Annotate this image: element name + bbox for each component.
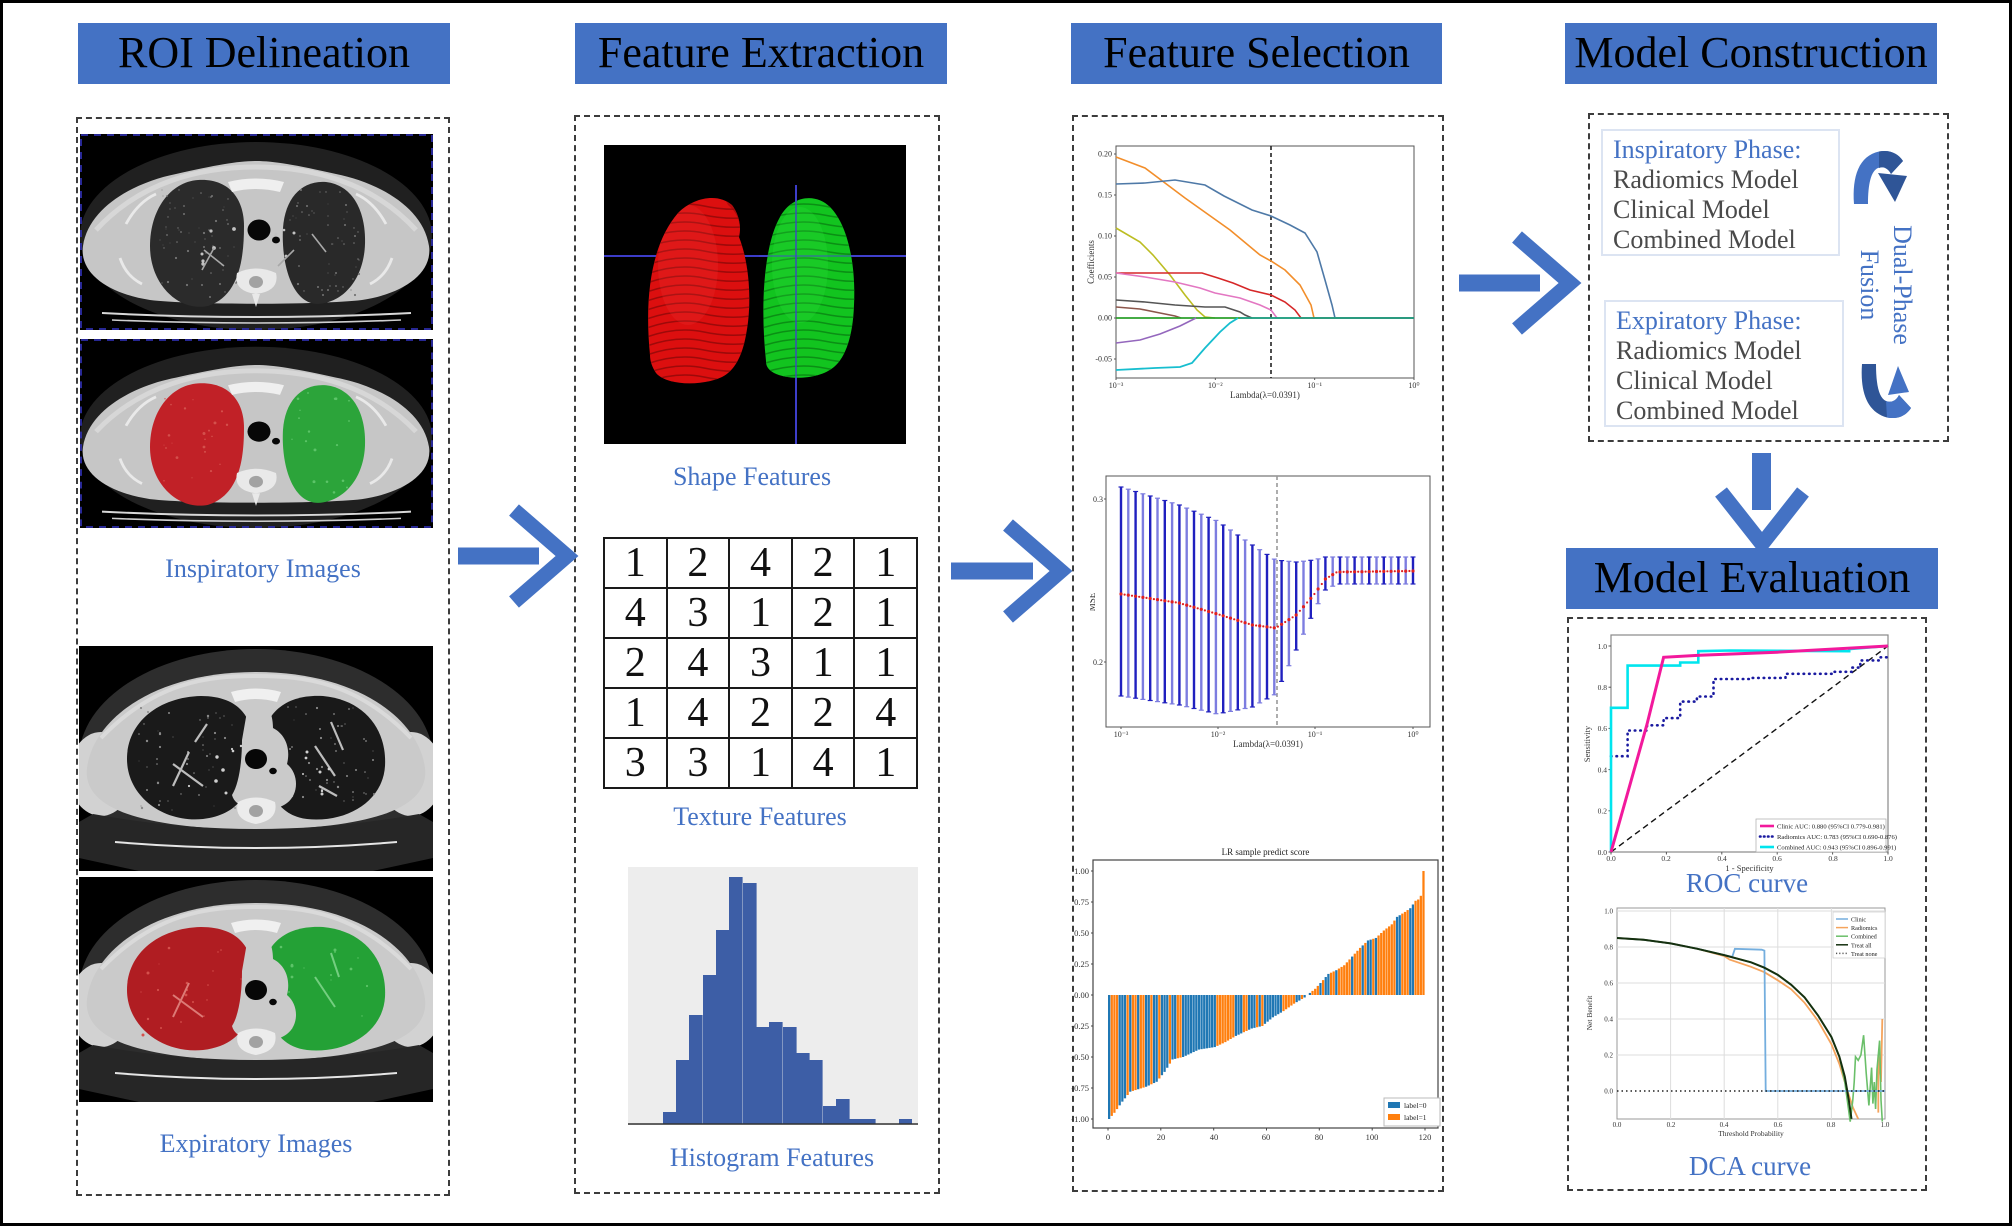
svg-text:60: 60: [1262, 1132, 1271, 1142]
svg-text:0.0: 0.0: [1613, 1121, 1622, 1129]
svg-text:10⁻¹: 10⁻¹: [1308, 730, 1323, 739]
svg-text:Combined: Combined: [1851, 934, 1878, 941]
svg-text:0.4: 0.4: [1720, 1121, 1729, 1129]
svg-text:0.00: 0.00: [1074, 990, 1089, 1000]
svg-text:0.2: 0.2: [1661, 854, 1671, 863]
svg-text:label=0: label=0: [1404, 1101, 1427, 1110]
svg-text:10⁻²: 10⁻²: [1208, 381, 1223, 390]
svg-text:LR sample predict score: LR sample predict score: [1222, 847, 1310, 857]
svg-text:40: 40: [1210, 1132, 1219, 1142]
svg-text:0: 0: [1106, 1132, 1110, 1142]
svg-text:0.10: 0.10: [1098, 232, 1112, 241]
svg-text:0.00: 0.00: [1098, 314, 1112, 323]
svg-text:10⁰: 10⁰: [1407, 730, 1418, 739]
svg-text:Coefficients: Coefficients: [1086, 240, 1096, 284]
svg-text:100: 100: [1366, 1132, 1379, 1142]
svg-text:10⁻³: 10⁻³: [1109, 381, 1124, 390]
svg-text:1.0: 1.0: [1881, 1121, 1890, 1129]
svg-text:Lambda(λ=0.0391): Lambda(λ=0.0391): [1233, 739, 1303, 749]
svg-text:label=1: label=1: [1404, 1113, 1427, 1122]
svg-text:10⁻¹: 10⁻¹: [1307, 381, 1322, 390]
svg-text:0.8: 0.8: [1827, 1121, 1836, 1129]
svg-text:-0.50: -0.50: [1071, 1052, 1089, 1062]
svg-text:Radiomics AUC: 0.783 (95%CI 0.: Radiomics AUC: 0.783 (95%CI 0.690-0.876): [1777, 834, 1897, 841]
svg-text:0.2: 0.2: [1667, 1121, 1676, 1129]
svg-text:0.2: 0.2: [1604, 1052, 1613, 1060]
svg-text:20: 20: [1157, 1132, 1166, 1142]
svg-text:10⁰: 10⁰: [1408, 381, 1419, 390]
svg-text:Treat none: Treat none: [1851, 951, 1878, 958]
svg-text:0.8: 0.8: [1828, 854, 1838, 863]
svg-text:1.00: 1.00: [1074, 866, 1089, 876]
svg-text:0.6: 0.6: [1772, 854, 1782, 863]
svg-text:0.20: 0.20: [1098, 150, 1112, 159]
svg-text:0.3: 0.3: [1093, 495, 1103, 504]
svg-text:Combined AUC: 0.943 (95%CI 0.8: Combined AUC: 0.943 (95%CI 0.896-0.991): [1777, 845, 1896, 852]
svg-text:0.05: 0.05: [1098, 273, 1112, 282]
svg-text:10⁻²: 10⁻²: [1211, 730, 1226, 739]
svg-text:Sensitivity: Sensitivity: [1582, 725, 1592, 762]
svg-text:1 - Specificity: 1 - Specificity: [1725, 863, 1774, 873]
svg-text:-0.05: -0.05: [1095, 355, 1112, 364]
svg-text:Clinic: Clinic: [1851, 917, 1866, 924]
svg-text:1.0: 1.0: [1604, 908, 1613, 916]
svg-text:Net Benefit: Net Benefit: [1585, 995, 1594, 1031]
svg-text:0.0: 0.0: [1604, 1088, 1613, 1096]
svg-text:0.6: 0.6: [1774, 1121, 1783, 1129]
svg-text:Threshold Probability: Threshold Probability: [1718, 1129, 1784, 1138]
svg-text:0.4: 0.4: [1598, 765, 1608, 774]
svg-text:0.0: 0.0: [1606, 854, 1616, 863]
svg-text:1.0: 1.0: [1598, 642, 1608, 651]
svg-text:0.0: 0.0: [1598, 848, 1608, 857]
svg-text:0.6: 0.6: [1604, 980, 1613, 988]
svg-text:1.0: 1.0: [1883, 854, 1893, 863]
svg-text:Lambda(λ=0.0391): Lambda(λ=0.0391): [1230, 390, 1300, 400]
svg-text:120: 120: [1419, 1132, 1432, 1142]
svg-text:0.15: 0.15: [1098, 191, 1112, 200]
svg-text:0.6: 0.6: [1598, 724, 1608, 733]
svg-text:0.4: 0.4: [1604, 1016, 1613, 1024]
svg-text:0.75: 0.75: [1074, 897, 1089, 907]
svg-text:Clinic AUC: 0.880 (95%CI 0.779: Clinic AUC: 0.880 (95%CI 0.779-0.981): [1777, 824, 1885, 831]
svg-text:0.8: 0.8: [1598, 683, 1608, 692]
svg-text:80: 80: [1315, 1132, 1324, 1142]
svg-text:0.8: 0.8: [1604, 944, 1613, 952]
svg-text:MSE: MSE: [1090, 592, 1097, 611]
svg-text:0.2: 0.2: [1093, 658, 1103, 667]
svg-text:-0.75: -0.75: [1071, 1083, 1089, 1093]
svg-text:0.2: 0.2: [1598, 807, 1608, 816]
svg-text:0.25: 0.25: [1074, 959, 1089, 969]
svg-text:Radiomics: Radiomics: [1851, 925, 1878, 932]
svg-text:-1.00: -1.00: [1071, 1114, 1089, 1124]
svg-text:-0.25: -0.25: [1071, 1021, 1089, 1031]
svg-text:Treat all: Treat all: [1851, 942, 1872, 949]
svg-text:0.4: 0.4: [1717, 854, 1727, 863]
svg-text:10⁻³: 10⁻³: [1114, 730, 1129, 739]
svg-text:0.50: 0.50: [1074, 928, 1089, 938]
